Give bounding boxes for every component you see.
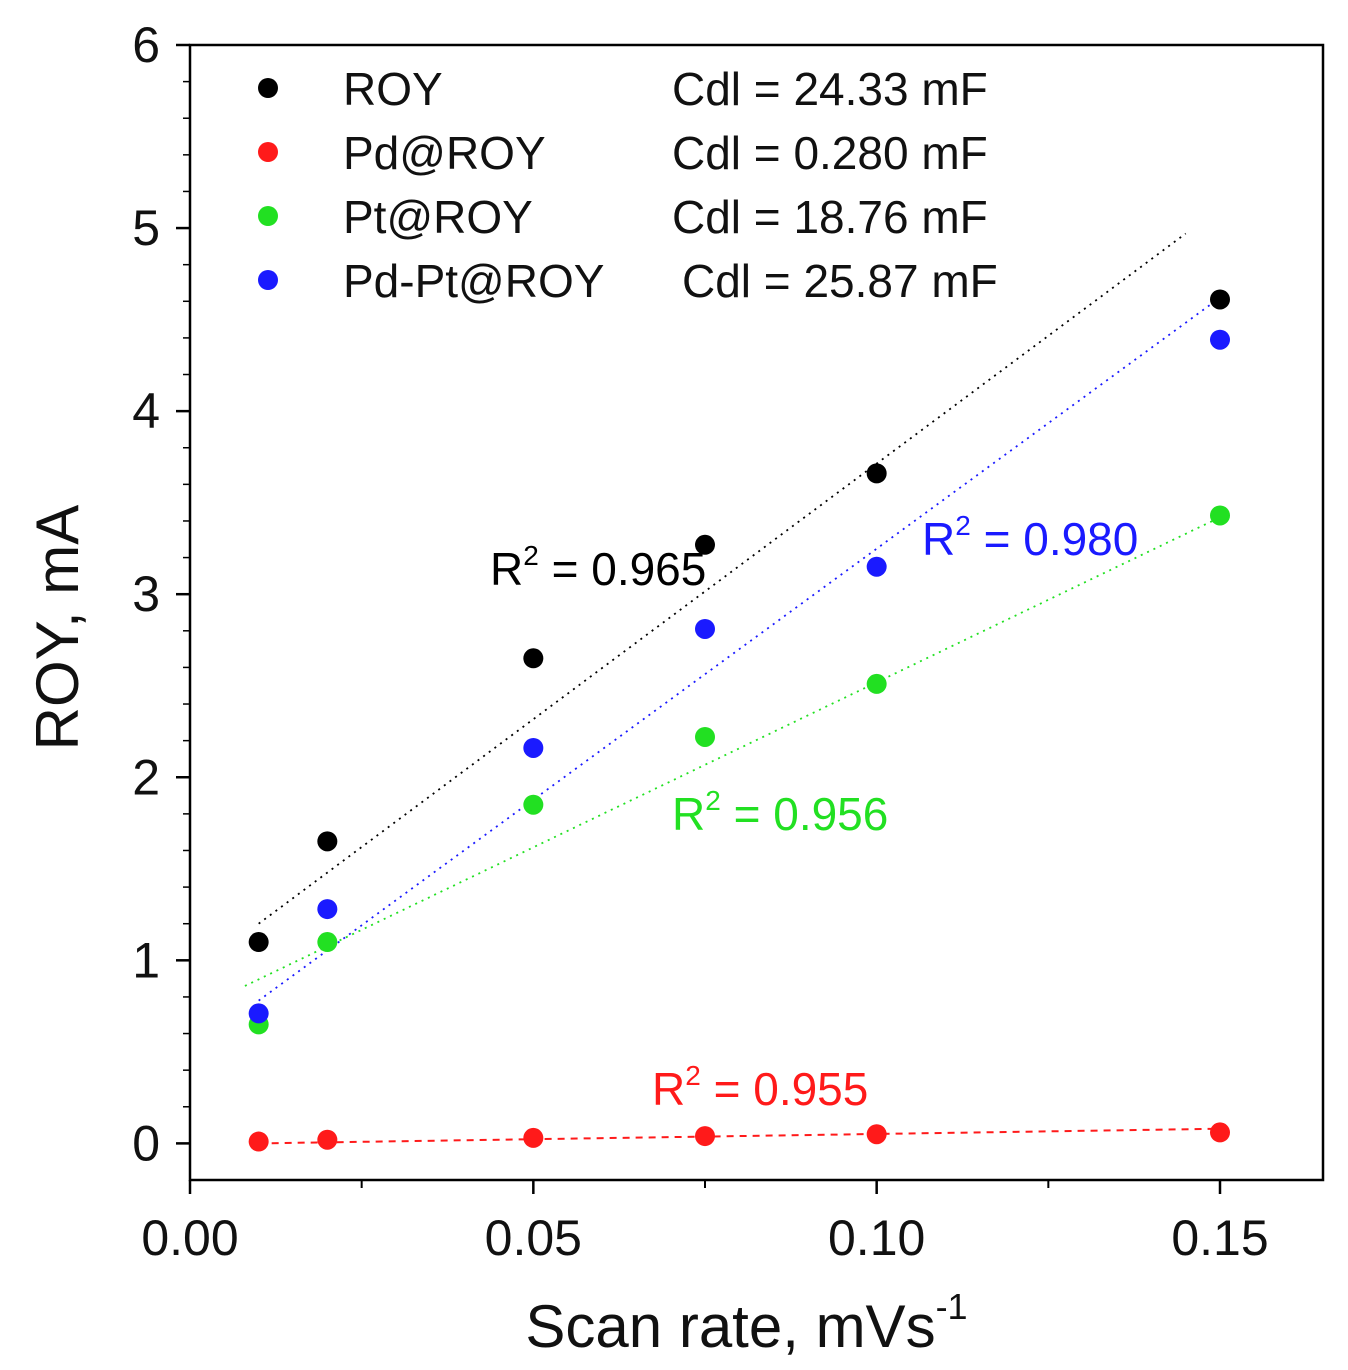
r2-value: = 0.956	[721, 788, 889, 840]
data-point-pd-roy	[1210, 1122, 1230, 1143]
fit-line-pd-pt-roy	[258, 296, 1221, 1002]
data-point-pd-roy	[523, 1127, 544, 1148]
data-point-pt-roy	[866, 673, 887, 694]
r2-value: = 0.955	[701, 1063, 869, 1115]
r2-annotation-roy: R2 = 0.965	[490, 540, 706, 595]
r2-annotation-pd-pt-roy: R2 = 0.980	[922, 510, 1138, 565]
data-point-pd-roy	[695, 1126, 715, 1147]
data-point-roy	[866, 463, 887, 484]
r2-value: = 0.965	[539, 543, 707, 595]
y-tick-label: 5	[132, 200, 160, 256]
legend-label-pt-roy: Pt@ROY	[343, 191, 533, 243]
x-axis-title: Scan rate, mVs-1	[525, 1286, 967, 1360]
fit-line-pt-roy	[244, 516, 1221, 987]
y-tick-label: 0	[132, 1115, 160, 1171]
data-point-pd-pt-roy	[1210, 329, 1230, 350]
y-tick-label: 2	[132, 749, 160, 805]
legend-label-pd-pt-roy: Pd-Pt@ROY	[343, 255, 604, 307]
data-point-pt-roy	[1210, 505, 1230, 526]
data-point-pd-roy	[866, 1124, 887, 1145]
legend-cdl-pd-roy: Cdl = 0.280 mF	[672, 127, 988, 179]
x-axis-title-superscript: -1	[936, 1286, 968, 1327]
y-axis-title: ROY, mA	[24, 505, 91, 751]
x-axis-title-text: Scan rate, mVs	[525, 1293, 935, 1360]
data-point-pd-roy	[317, 1129, 338, 1150]
y-tick-label: 6	[132, 17, 160, 73]
y-tick-label: 1	[132, 932, 160, 988]
fit-line-pd-roy	[258, 1127, 1221, 1145]
y-tick-label: 4	[132, 383, 160, 439]
data-point-pt-roy	[523, 794, 544, 815]
legend-label-pd-roy: Pd@ROY	[343, 127, 546, 179]
legend-marker-roy	[258, 78, 278, 98]
data-point-roy	[248, 932, 269, 953]
r2-annotation-pt-roy: R2 = 0.956	[672, 785, 888, 840]
r2-value: = 0.980	[971, 513, 1139, 565]
r2-superscript: 2	[523, 540, 539, 571]
x-tick-label: 0.05	[485, 1210, 582, 1266]
data-point-pt-roy	[317, 932, 338, 953]
y-tick-label: 3	[132, 566, 160, 622]
data-point-roy	[523, 648, 544, 669]
data-point-roy	[695, 534, 715, 555]
legend-cdl-pt-roy: Cdl = 18.76 mF	[672, 191, 988, 243]
legend-label-roy: ROY	[343, 63, 443, 115]
x-tick-label: 0.10	[828, 1210, 925, 1266]
data-point-pt-roy	[695, 726, 715, 747]
data-point-pd-pt-roy	[317, 899, 338, 920]
data-point-pd-pt-roy	[523, 737, 544, 758]
data-point-pd-pt-roy	[695, 618, 715, 639]
r2-symbol: R	[922, 513, 955, 565]
data-point-pd-pt-roy	[248, 1003, 269, 1024]
r2-superscript: 2	[685, 1060, 701, 1091]
x-tick-label: 0.00	[141, 1210, 238, 1266]
r2-annotation-pd-roy: R2 = 0.955	[652, 1060, 868, 1115]
legend-cdl-pd-pt-roy: Cdl = 25.87 mF	[682, 255, 998, 307]
r2-superscript: 2	[955, 510, 971, 541]
legend-marker-pd-roy	[258, 142, 278, 162]
r2-symbol: R	[652, 1063, 685, 1115]
r2-symbol: R	[672, 788, 705, 840]
legend-marker-pt-roy	[258, 206, 278, 226]
plot-frame	[188, 43, 1325, 1182]
r2-symbol: R	[490, 543, 523, 595]
data-point-pd-pt-roy	[866, 556, 887, 577]
data-point-roy	[317, 831, 338, 852]
data-point-pd-roy	[248, 1131, 269, 1152]
r2-superscript: 2	[705, 785, 721, 816]
x-tick-label: 0.15	[1171, 1210, 1268, 1266]
legend-cdl-roy: Cdl = 24.33 mF	[672, 63, 988, 115]
data-point-roy	[1210, 289, 1230, 310]
legend-marker-pd-pt-roy	[258, 270, 278, 290]
